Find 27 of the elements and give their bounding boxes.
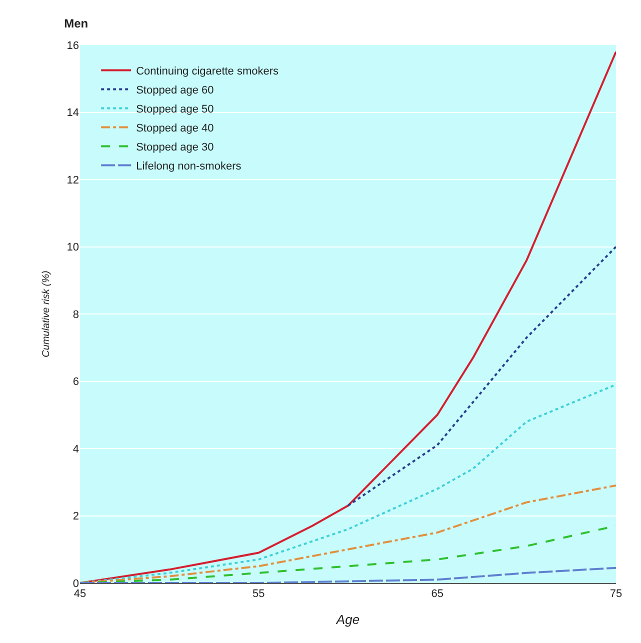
y-axis-title: Cumulative risk (%)	[40, 270, 52, 358]
legend-label: Continuing cigarette smokers	[136, 66, 280, 78]
y-tick-label: 16	[66, 40, 79, 52]
y-tick-label: 8	[72, 308, 79, 321]
line-series	[80, 566, 616, 583]
chart-title: Men	[64, 16, 88, 31]
x-tick-label: 55	[252, 588, 265, 600]
legend-label: Stopped age 60	[136, 84, 214, 97]
y-tick-label: 6	[72, 376, 79, 388]
line-series	[80, 50, 616, 583]
y-tick-label: 0	[72, 578, 79, 590]
line-series	[347, 246, 616, 507]
line-series	[80, 484, 616, 583]
x-tick-label: 75	[610, 588, 622, 600]
legend-label: Stopped age 30	[136, 142, 214, 154]
y-tick-label: 4	[72, 443, 79, 456]
x-axis-title: Age	[335, 612, 360, 627]
x-tick-label: 65	[431, 588, 444, 600]
legend-label: Lifelong non-smokers	[136, 160, 242, 173]
legend-label: Stopped age 40	[136, 122, 214, 135]
x-tick-label: 45	[74, 588, 86, 600]
y-tick-label: 14	[66, 107, 79, 120]
y-tick-label: 12	[66, 174, 79, 186]
line-series	[80, 384, 616, 583]
y-tick-label: 10	[66, 242, 79, 254]
y-tick-label: 2	[72, 510, 79, 523]
legend-label: Stopped age 50	[136, 104, 214, 116]
